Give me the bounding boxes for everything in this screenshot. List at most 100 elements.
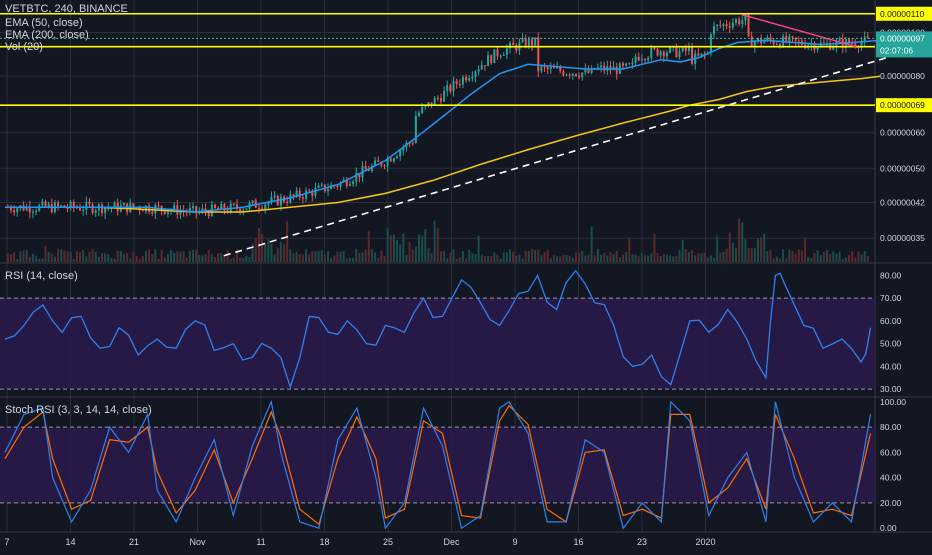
candle-body xyxy=(600,65,603,68)
volume-bar xyxy=(760,237,763,262)
rsi-line xyxy=(4,269,872,390)
candle-body xyxy=(552,67,555,69)
candle-body xyxy=(267,202,270,205)
candle-body xyxy=(590,68,593,73)
candle-body xyxy=(188,208,191,213)
candle-body xyxy=(458,84,461,86)
ema200-legend[interactable]: EMA (200, close) xyxy=(5,29,89,41)
candle-body xyxy=(433,97,436,106)
price-tick-label: 0.00000042 xyxy=(880,197,925,207)
volume-bar xyxy=(392,234,395,262)
candle-body xyxy=(634,56,637,63)
stoch-rsi-legend[interactable]: Stoch RSI (3, 3, 14, 14, close) xyxy=(5,404,152,416)
candle-body xyxy=(684,46,687,52)
volume-bar xyxy=(389,235,392,262)
volume-bar xyxy=(521,258,524,262)
volume-bar xyxy=(477,235,480,262)
candle-body xyxy=(355,173,358,182)
volume-bar xyxy=(188,251,191,262)
candle-body xyxy=(647,57,650,61)
ema50-legend[interactable]: EMA (50, close) xyxy=(5,17,83,29)
volume-bar xyxy=(129,258,132,262)
volume-bar xyxy=(25,249,28,262)
volume-bar xyxy=(775,256,778,262)
candle-body xyxy=(69,201,72,209)
volume-bar xyxy=(308,254,311,262)
volume-legend[interactable]: Vol (20) xyxy=(5,41,43,53)
volume-bar xyxy=(728,232,731,262)
candle-body xyxy=(471,76,474,79)
x-tick-label: Nov xyxy=(189,537,206,547)
candle-body xyxy=(326,189,329,192)
volume-bar xyxy=(166,253,169,262)
volume-bar xyxy=(283,243,286,262)
volume-bar xyxy=(810,258,813,262)
candle-body xyxy=(763,40,766,44)
candle-body xyxy=(499,55,502,57)
price-tick-label: 0.00000080 xyxy=(880,71,925,81)
candle-body xyxy=(794,37,797,41)
candle-body xyxy=(559,67,562,72)
candle-body xyxy=(348,184,351,186)
candle-body xyxy=(273,195,276,198)
candle-body xyxy=(298,190,301,198)
candle-body xyxy=(574,73,577,76)
candle-body xyxy=(863,36,866,43)
volume-bar xyxy=(581,250,584,262)
candle-body xyxy=(245,208,248,211)
volume-bar xyxy=(826,250,829,262)
price-tick-label: 0.00000035 xyxy=(880,233,925,243)
candle-body xyxy=(527,38,530,47)
candle-body xyxy=(797,40,800,42)
volume-bar xyxy=(107,254,110,262)
rsi-legend[interactable]: RSI (14, close) xyxy=(5,270,78,282)
volume-bar xyxy=(185,257,188,262)
candle-body xyxy=(402,147,405,151)
volume-bar xyxy=(399,244,402,262)
volume-bar xyxy=(292,253,295,262)
volume-bar xyxy=(524,251,527,262)
candle-body xyxy=(637,56,640,61)
volume-bar xyxy=(716,235,719,262)
candle-body xyxy=(549,67,552,70)
candle-body xyxy=(496,49,499,57)
volume-bar xyxy=(637,256,640,262)
volume-bar xyxy=(248,257,251,262)
candle-body xyxy=(866,36,869,38)
volume-bar xyxy=(791,251,794,262)
candle-body xyxy=(477,69,480,72)
volume-bar xyxy=(618,257,621,262)
volume-bar xyxy=(342,251,345,262)
volume-bar xyxy=(214,257,216,262)
volume-bar xyxy=(47,251,50,262)
volume-bar xyxy=(182,251,185,262)
candle-body xyxy=(220,204,223,210)
candle-body xyxy=(214,204,216,208)
volume-bar xyxy=(383,255,386,262)
candle-body xyxy=(446,85,449,91)
volume-bar xyxy=(578,252,581,262)
level-label: 0.00000069 xyxy=(880,100,925,110)
volume-bar xyxy=(694,255,697,262)
volume-bar xyxy=(267,239,270,262)
volume-bar xyxy=(860,254,863,262)
candle-body xyxy=(257,207,260,209)
volume-bar xyxy=(116,250,119,262)
volume-bar xyxy=(854,257,857,262)
volume-bar xyxy=(857,251,860,262)
candle-body xyxy=(396,156,399,159)
candle-body xyxy=(480,65,483,70)
rsi-band xyxy=(0,298,875,390)
volume-bar xyxy=(681,239,684,262)
volume-bar xyxy=(345,258,348,262)
volume-bar xyxy=(493,252,496,262)
candle-body xyxy=(584,68,587,73)
volume-bar xyxy=(675,256,678,262)
volume-bar xyxy=(170,250,173,262)
x-tick-label: 14 xyxy=(65,537,75,547)
candle-body xyxy=(166,211,169,214)
volume-bar xyxy=(662,254,665,262)
level-label: 0.00000110 xyxy=(880,9,925,19)
symbol-legend[interactable]: VETBTC, 240, BINANCE xyxy=(5,3,128,15)
